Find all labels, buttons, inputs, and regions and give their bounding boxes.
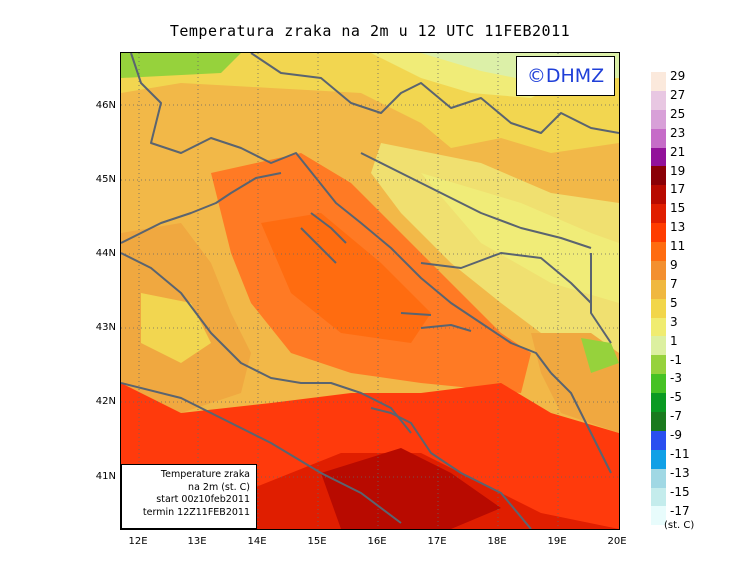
legend-swatch xyxy=(651,242,666,261)
lon-label-15e: 15E xyxy=(307,536,327,547)
color-legend xyxy=(651,72,666,526)
legend-label: 29 xyxy=(670,69,686,83)
chart-title: Temperatura zraka na 2m u 12 UTC 11FEB20… xyxy=(169,22,571,40)
info-line-4: termin 12Z11FEB2011 xyxy=(142,506,250,518)
legend-label: 9 xyxy=(670,258,678,272)
legend-label: 5 xyxy=(670,295,678,310)
legend-swatch xyxy=(651,109,666,129)
info-line-3: start 00z10feb2011 xyxy=(156,494,250,505)
legend-swatch xyxy=(651,90,666,110)
legend-swatch xyxy=(651,298,666,318)
legend-label: -9 xyxy=(670,428,682,443)
info-line-2: na 2m (st. C) xyxy=(188,481,250,493)
legend-label: -13 xyxy=(670,465,690,480)
legend-label: 23 xyxy=(670,125,686,140)
lon-label-14e: 14E xyxy=(247,536,267,547)
legend-label: 27 xyxy=(670,87,686,102)
lon-label-12e: 12E xyxy=(128,536,148,547)
legend-swatch xyxy=(651,336,666,356)
coastlines xyxy=(121,53,619,529)
lon-label-17e: 17E xyxy=(427,536,447,547)
legend-swatch xyxy=(651,223,666,243)
legend-unit: (st. C) xyxy=(664,520,695,531)
lon-label-16e: 16E xyxy=(367,536,387,547)
legend-label: -17 xyxy=(670,503,690,518)
lon-label-18e: 18E xyxy=(487,536,507,547)
legend-swatch xyxy=(651,260,666,280)
legend-label: -15 xyxy=(670,484,690,499)
lon-label-19e: 19E xyxy=(547,536,567,547)
legend-swatch xyxy=(651,412,666,431)
hottest-zone xyxy=(321,448,501,529)
legend-swatch xyxy=(651,449,666,469)
legend-swatch xyxy=(651,430,666,450)
temperature-field xyxy=(121,53,619,529)
dhmz-watermark: ©DHMZ xyxy=(516,56,615,96)
lon-label-20e: 20E xyxy=(607,536,627,547)
legend-swatch xyxy=(651,166,666,186)
inland-cool-zone xyxy=(421,173,619,303)
cold-northwest-zone xyxy=(121,53,241,78)
legend-label: 1 xyxy=(670,333,678,348)
legend-swatch xyxy=(651,374,666,394)
legend-swatch xyxy=(651,147,666,167)
legend-label: -11 xyxy=(670,447,690,461)
lat-label-41n: 41N xyxy=(95,471,116,482)
lat-label-44n: 44N xyxy=(95,248,116,259)
lon-label-13e: 13E xyxy=(187,536,207,547)
legend-swatch xyxy=(651,393,666,413)
lat-label-43n: 43N xyxy=(95,322,116,333)
legend-label: 19 xyxy=(670,163,686,178)
temperature-map: ©DHMZ Temperature zraka na 2m (st. C) st… xyxy=(120,52,620,530)
info-line-1: Temperature zraka xyxy=(160,469,250,480)
legend-label: 25 xyxy=(670,106,686,121)
legend-label: 21 xyxy=(670,144,686,159)
legend-label: 15 xyxy=(670,201,686,216)
legend-label: -5 xyxy=(670,390,682,405)
lat-label-46n: 46N xyxy=(95,100,116,111)
legend-label: 3 xyxy=(670,314,678,329)
legend-label: 17 xyxy=(670,182,686,197)
legend-swatch xyxy=(651,72,666,91)
legend-swatch xyxy=(651,468,666,488)
legend-swatch xyxy=(651,355,666,375)
lat-label-45n: 45N xyxy=(95,174,116,185)
legend-label: -1 xyxy=(670,352,682,367)
legend-swatch xyxy=(651,317,666,337)
legend-label: -3 xyxy=(670,371,682,386)
legend-label: 13 xyxy=(670,220,686,235)
lat-label-42n: 42N xyxy=(95,396,116,407)
legend-swatch xyxy=(651,204,666,224)
graticule xyxy=(121,53,619,529)
adriatic-core-zone xyxy=(261,213,431,343)
info-box: Temperature zraka na 2m (st. C) start 00… xyxy=(121,464,257,529)
legend-label: -7 xyxy=(670,409,682,424)
legend-swatch xyxy=(651,185,666,205)
legend-swatch xyxy=(651,279,666,299)
legend-label: 7 xyxy=(670,276,678,291)
legend-swatch xyxy=(651,506,666,526)
legend-swatch xyxy=(651,487,666,507)
legend-label: 11 xyxy=(670,239,686,254)
mountain-cold-spot xyxy=(581,338,619,373)
legend-swatch xyxy=(651,128,666,148)
